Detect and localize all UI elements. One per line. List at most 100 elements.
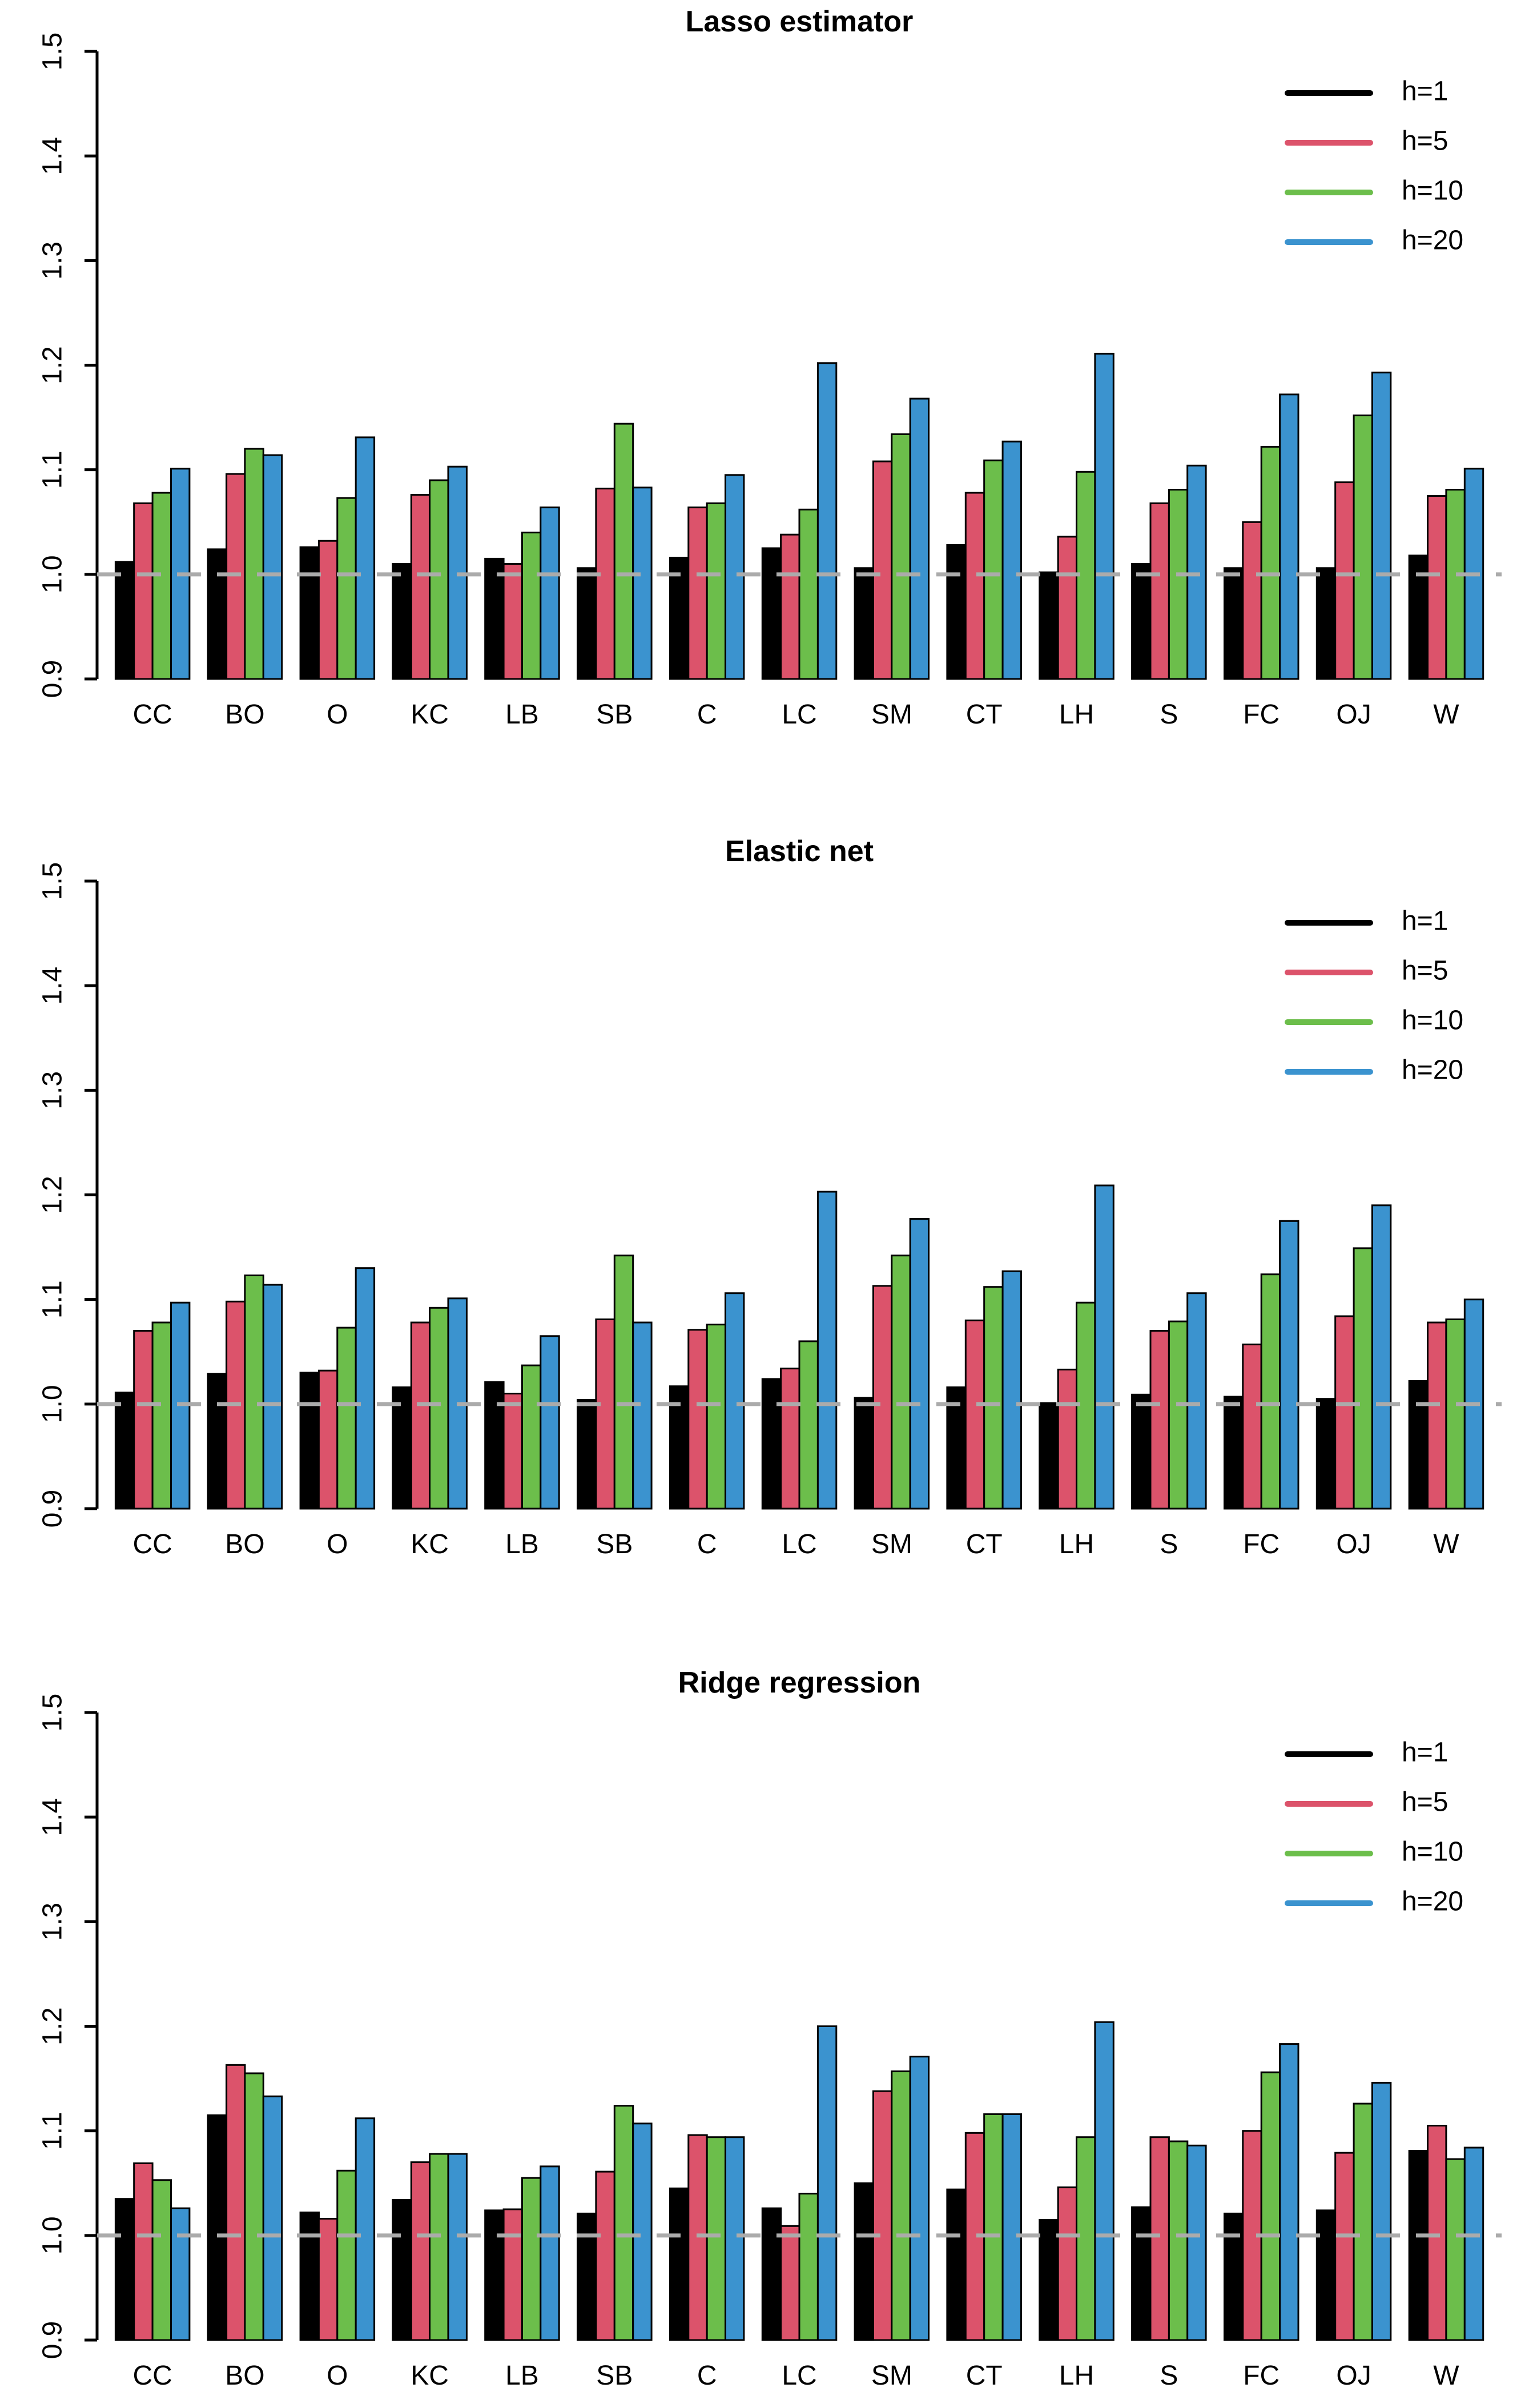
bar-S-h=5: [1149, 1330, 1170, 1510]
bar-C-h=5: [687, 506, 708, 680]
bar-OJ-h=1: [1315, 1398, 1337, 1510]
bar-CT-h=10: [983, 459, 1004, 680]
bar-CC-h=5: [133, 2162, 154, 2341]
x-category-label: CT: [966, 700, 1003, 730]
bar-SB-h=20: [632, 2122, 653, 2341]
bar-OJ-h=1: [1315, 567, 1337, 680]
bar-BO-h=20: [262, 454, 283, 680]
x-category-label: OJ: [1336, 700, 1371, 730]
bar-C-h=1: [669, 2187, 690, 2341]
x-category-label: CT: [966, 2361, 1003, 2391]
bar-BO-h=1: [207, 548, 228, 680]
bar-BO-h=5: [226, 2064, 246, 2341]
y-tick-label: 1.2: [38, 346, 68, 384]
bar-LH-h=1: [1039, 2218, 1059, 2341]
x-category-label: OJ: [1336, 1529, 1371, 1559]
bar-S-h=20: [1186, 2144, 1207, 2341]
y-tick-label: 1.0: [38, 1385, 68, 1423]
bar-LC-h=1: [761, 1378, 782, 1510]
bar-KC-h=1: [392, 563, 412, 680]
bar-SB-h=10: [613, 423, 634, 680]
legend-label: h=5: [1402, 1787, 1448, 1818]
bar-CC-h=20: [170, 2207, 191, 2341]
bar-CT-h=20: [1001, 1270, 1022, 1510]
bar-O-h=20: [355, 1267, 376, 1510]
bar-SM-h=20: [909, 2056, 930, 2341]
bar-FC-h=5: [1242, 1343, 1262, 1510]
bar-C-h=10: [706, 502, 727, 680]
bar-SM-h=20: [909, 1218, 930, 1510]
legend-label: h=5: [1402, 126, 1448, 156]
y-tick-label: 1.2: [38, 2007, 68, 2045]
chart-panel-ridge: Ridge regression 0.9 1.0 1.1 1.2 1.3 1.4 1.5 CC…: [0, 1661, 1537, 2408]
x-category-label: LB: [505, 700, 539, 730]
bar-LB-h=20: [540, 1335, 560, 1510]
x-category-label: KC: [411, 700, 449, 730]
bar-CC-h=5: [133, 1330, 154, 1510]
bar-CT-h=5: [964, 492, 985, 680]
x-category-label: SB: [596, 700, 633, 730]
legend-label: h=1: [1402, 1738, 1448, 1768]
bar-O-h=10: [336, 1326, 357, 1510]
bar-S-h=10: [1168, 489, 1189, 680]
bar-O-h=1: [299, 2212, 320, 2341]
bar-LH-h=5: [1057, 2186, 1078, 2341]
x-category-label: SM: [871, 1529, 912, 1559]
bar-CT-h=10: [983, 1286, 1004, 1510]
y-tick-label: 1.1: [38, 2112, 68, 2150]
bar-LH-h=1: [1039, 1402, 1059, 1510]
bar-LC-h=5: [780, 533, 800, 680]
bar-KC-h=5: [410, 2161, 431, 2341]
x-category-label: LC: [782, 1529, 816, 1559]
bar-SB-h=5: [595, 1318, 615, 1510]
bar-SM-h=10: [891, 1255, 911, 1510]
bar-S-h=1: [1131, 1393, 1152, 1510]
x-category-label: W: [1433, 2361, 1459, 2391]
bar-SB-h=1: [577, 2212, 597, 2341]
bar-LH-h=20: [1094, 352, 1114, 680]
bar-LH-h=10: [1076, 2136, 1096, 2341]
bar-OJ-h=5: [1334, 1315, 1355, 1510]
bar-CT-h=20: [1001, 2113, 1022, 2341]
x-category-label: O: [327, 700, 348, 730]
bar-LH-h=20: [1094, 1184, 1114, 1510]
bar-W-h=10: [1445, 2158, 1466, 2341]
y-tick-label: 1.3: [38, 242, 68, 280]
x-category-label: LC: [782, 700, 816, 730]
bar-FC-h=1: [1224, 1396, 1244, 1510]
bar-W-h=10: [1445, 489, 1466, 680]
bar-W-h=5: [1427, 2125, 1447, 2341]
bar-KC-h=10: [429, 2153, 449, 2341]
legend-label: h=10: [1402, 1837, 1463, 1867]
bar-LC-h=10: [798, 1340, 819, 1510]
y-tick-label: 1.5: [38, 1694, 68, 1732]
bar-FC-h=20: [1279, 1220, 1299, 1510]
bar-KC-h=5: [410, 1321, 431, 1510]
x-category-label: CC: [132, 700, 172, 730]
bar-LB-h=1: [484, 2209, 505, 2341]
bar-LB-h=1: [484, 557, 505, 680]
bar-BO-h=20: [262, 1284, 283, 1510]
chart-title-elastic-net: Elastic net: [725, 835, 874, 868]
bar-FC-h=1: [1224, 567, 1244, 680]
y-tick-label: 1.4: [38, 1798, 68, 1836]
bar-OJ-h=5: [1334, 2152, 1355, 2341]
x-category-label: SB: [596, 1529, 633, 1559]
bar-OJ-h=10: [1353, 414, 1374, 680]
bar-CC-h=10: [151, 2179, 172, 2341]
x-category-label: KC: [411, 2361, 449, 2391]
bar-LH-h=20: [1094, 2021, 1114, 2341]
x-category-label: O: [327, 1529, 348, 1559]
legend-label: h=20: [1402, 1887, 1463, 1917]
bar-SM-h=20: [909, 397, 930, 680]
bar-S-h=20: [1186, 464, 1207, 680]
legend-label: h=1: [1402, 906, 1448, 936]
legend-label: h=1: [1402, 77, 1448, 107]
legend-label: h=20: [1402, 226, 1463, 256]
bar-C-h=20: [725, 2136, 745, 2341]
bar-SB-h=5: [595, 488, 615, 680]
bar-SM-h=10: [891, 2070, 911, 2341]
bar-S-h=5: [1149, 502, 1170, 680]
x-category-label: FC: [1243, 2361, 1280, 2391]
legend-label: h=10: [1402, 1006, 1463, 1036]
